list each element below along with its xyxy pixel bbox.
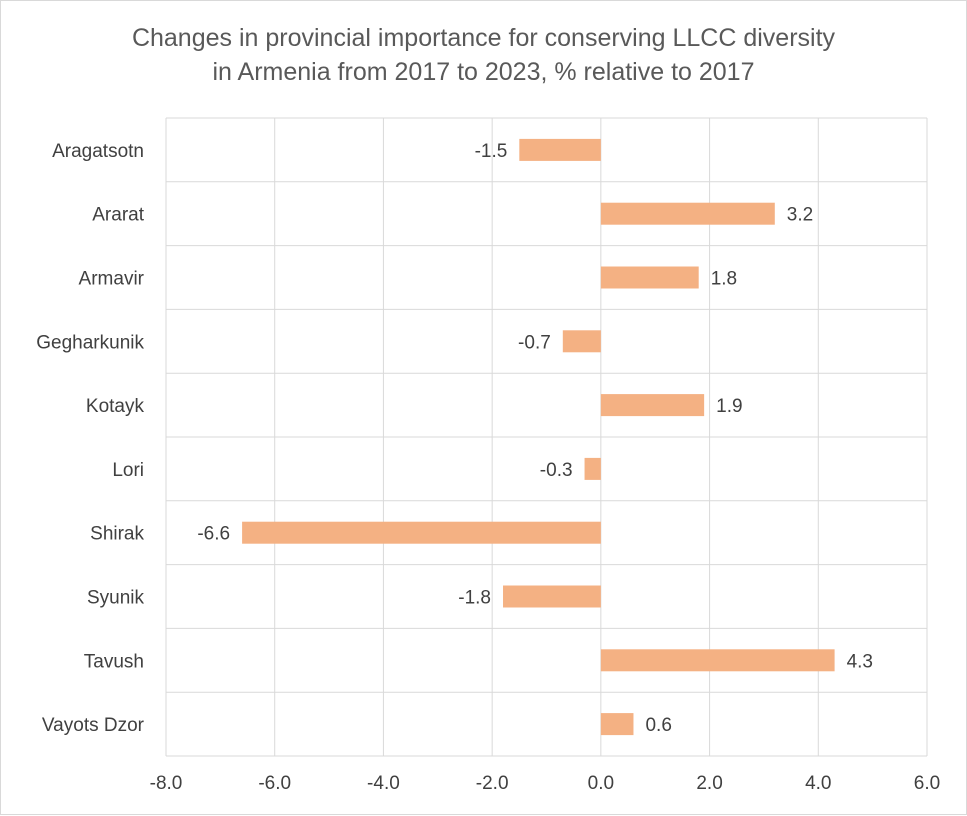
data-label: 0.6	[645, 715, 671, 736]
x-tick-label: -8.0	[150, 773, 183, 794]
bar	[562, 330, 601, 353]
category-label: Tavush	[84, 651, 144, 672]
x-tick-label: -4.0	[367, 773, 400, 794]
data-label: -0.3	[540, 460, 573, 481]
bar	[600, 649, 835, 672]
data-label: -0.7	[518, 332, 551, 353]
x-tick-label: 0.0	[588, 773, 614, 794]
bar	[600, 713, 634, 736]
data-label: 1.9	[716, 396, 742, 417]
bar	[503, 585, 601, 608]
category-label: Gegharkunik	[36, 332, 144, 353]
bar	[600, 394, 705, 417]
bar	[600, 266, 699, 289]
x-tick-label: 2.0	[696, 773, 722, 794]
data-label: 3.2	[787, 205, 813, 226]
category-label: Vayots Dzor	[42, 715, 145, 736]
data-label: -1.8	[458, 588, 491, 609]
category-label: Syunik	[87, 588, 145, 609]
category-label: Shirak	[90, 524, 144, 545]
category-label: Armavir	[79, 269, 145, 290]
category-label: Ararat	[92, 205, 144, 226]
x-tick-label: -6.0	[258, 773, 291, 794]
data-label: -6.6	[197, 524, 230, 545]
chart-title: Changes in provincial importance for con…	[1, 21, 966, 89]
bar	[242, 521, 601, 544]
bar	[600, 202, 775, 225]
category-label: Aragatsotn	[52, 141, 144, 162]
category-label: Kotayk	[86, 396, 145, 417]
data-label: 1.8	[711, 269, 737, 290]
bar	[584, 457, 601, 480]
data-label: -1.5	[475, 141, 508, 162]
chart-title-line-2: in Armenia from 2017 to 2023, % relative…	[212, 58, 755, 86]
x-tick-label: -2.0	[476, 773, 509, 794]
chart-title-line-1: Changes in provincial importance for con…	[131, 24, 836, 52]
category-label: Lori	[112, 460, 144, 481]
bar	[519, 138, 601, 161]
x-tick-label: 4.0	[805, 773, 831, 794]
data-label: 4.3	[847, 651, 873, 672]
x-tick-label: 6.0	[914, 773, 940, 794]
